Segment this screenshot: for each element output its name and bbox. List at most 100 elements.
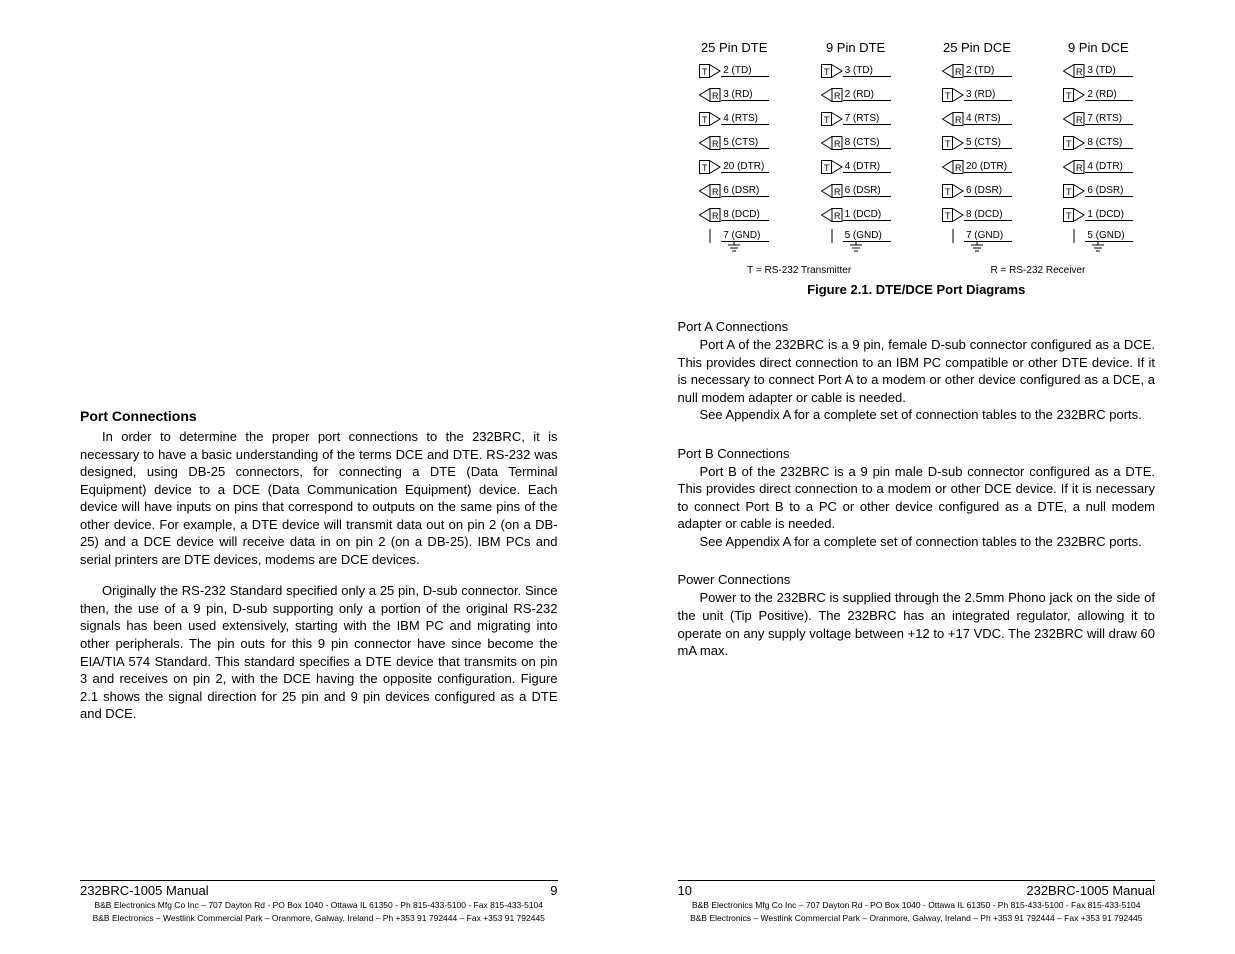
pin-row: T 5 (CTS) bbox=[920, 131, 1033, 155]
pin-row: T 3 (TD) bbox=[799, 59, 912, 83]
transmitter-icon: T bbox=[821, 112, 843, 126]
pin-label: 3 (TD) bbox=[843, 65, 891, 77]
transmitter-icon: T bbox=[942, 88, 964, 102]
footer-right: 10 232BRC-1005 Manual B&B Electronics Mf… bbox=[678, 880, 1156, 924]
receiver-icon: R bbox=[821, 136, 843, 150]
pin-label: 2 (TD) bbox=[721, 65, 769, 77]
pin-label: 1 (DCD) bbox=[1085, 209, 1133, 221]
footer-left: 232BRC-1005 Manual 9 B&B Electronics Mfg… bbox=[80, 880, 558, 924]
section-title-port-connections: Port Connections bbox=[80, 408, 558, 424]
ground-icon bbox=[726, 242, 742, 254]
page-left: Port Connections In order to determine t… bbox=[0, 20, 618, 934]
svg-text:R: R bbox=[712, 91, 719, 101]
pin-row: T 4 (RTS) bbox=[678, 107, 791, 131]
receiver-icon: R bbox=[699, 184, 721, 198]
pin-row: R20 (DTR) bbox=[920, 155, 1033, 179]
transmitter-icon: T bbox=[1063, 184, 1085, 198]
ground-icon bbox=[1090, 242, 1106, 254]
ground-row: 5 (GND) bbox=[821, 229, 891, 259]
svg-text:T: T bbox=[945, 211, 951, 221]
svg-text:T: T bbox=[945, 139, 951, 149]
legend-transmitter: T = RS-232 Transmitter bbox=[747, 265, 851, 276]
pin-row: T7 (RTS) bbox=[799, 107, 912, 131]
pin-row: T2 (RD) bbox=[1042, 83, 1155, 107]
svg-text:R: R bbox=[834, 139, 841, 149]
receiver-icon: R bbox=[699, 88, 721, 102]
pin-label: 8 (CTS) bbox=[843, 137, 891, 149]
diagram-legend: T = RS-232 Transmitter R = RS-232 Receiv… bbox=[678, 265, 1156, 276]
transmitter-icon: T bbox=[699, 64, 721, 78]
pin-label: 5 (CTS) bbox=[964, 137, 1012, 149]
ground-icon bbox=[848, 242, 864, 254]
pin-label: 2 (RD) bbox=[1085, 89, 1133, 101]
svg-text:T: T bbox=[702, 115, 708, 125]
subtitle-power: Power Connections bbox=[678, 572, 1156, 587]
transmitter-icon: T bbox=[699, 112, 721, 126]
ground-row: 7 (GND) bbox=[699, 229, 769, 259]
svg-text:T: T bbox=[1066, 187, 1072, 197]
pin-row: T 8 (CTS) bbox=[1042, 131, 1155, 155]
para-port-a-2: See Appendix A for a complete set of con… bbox=[678, 406, 1156, 424]
footer-fine-right-2: B&B Electronics – Westlink Commercial Pa… bbox=[678, 913, 1156, 924]
svg-text:R: R bbox=[1076, 115, 1083, 125]
pin-row: R1 (DCD) bbox=[799, 203, 912, 227]
receiver-icon: R bbox=[821, 88, 843, 102]
footer-manual-right: 232BRC-1005 Manual bbox=[1026, 883, 1155, 898]
pin-label: 6 (DSR) bbox=[721, 185, 769, 197]
svg-text:T: T bbox=[945, 91, 951, 101]
pin-row: T 6 (DSR) bbox=[1042, 179, 1155, 203]
pin-row: R6 (DSR) bbox=[799, 179, 912, 203]
transmitter-icon: T bbox=[942, 184, 964, 198]
pin-row: R3 (TD) bbox=[1042, 59, 1155, 83]
svg-text:T: T bbox=[702, 163, 708, 173]
transmitter-icon: T bbox=[942, 136, 964, 150]
footer-fine-left-2: B&B Electronics – Westlink Commercial Pa… bbox=[80, 913, 558, 924]
ground-row: 7 (GND) bbox=[942, 229, 1012, 259]
pin-row: T4 (DTR) bbox=[799, 155, 912, 179]
para-port-connections-1: In order to determine the proper port co… bbox=[80, 428, 558, 568]
pin-row: R8 (DCD) bbox=[678, 203, 791, 227]
pin-label: 6 (DSR) bbox=[964, 185, 1012, 197]
svg-text:T: T bbox=[945, 187, 951, 197]
pin-row: R5 (CTS) bbox=[678, 131, 791, 155]
pin-label: 6 (DSR) bbox=[1085, 185, 1133, 197]
figure-caption: Figure 2.1. DTE/DCE Port Diagrams bbox=[678, 282, 1156, 297]
receiver-icon: R bbox=[1063, 64, 1085, 78]
receiver-icon: R bbox=[699, 136, 721, 150]
port-diagram: 25 Pin DTET2 (TD)R3 (RD)T4 (RTS)R5 (CTS)… bbox=[678, 40, 1156, 259]
right-body: 25 Pin DTET2 (TD)R3 (RD)T4 (RTS)R5 (CTS)… bbox=[678, 30, 1156, 868]
pin-row: R8 (CTS) bbox=[799, 131, 912, 155]
svg-text:R: R bbox=[955, 163, 962, 173]
para-port-b-2: See Appendix A for a complete set of con… bbox=[678, 533, 1156, 551]
pin-label: 4 (RTS) bbox=[964, 113, 1012, 125]
svg-text:R: R bbox=[1076, 67, 1083, 77]
pin-row: T 6 (DSR) bbox=[920, 179, 1033, 203]
pin-row: T1 (DCD) bbox=[1042, 203, 1155, 227]
pin-label: 8 (CTS) bbox=[1085, 137, 1133, 149]
svg-text:T: T bbox=[702, 67, 708, 77]
para-port-connections-2: Originally the RS-232 Standard specified… bbox=[80, 582, 558, 722]
para-port-a-1: Port A of the 232BRC is a 9 pin, female … bbox=[678, 336, 1156, 406]
pin-label: 20 (DTR) bbox=[721, 161, 769, 173]
diagram-column: 9 Pin DCER3 (TD)T2 (RD)R7 (RTS)T8 (CTS)R… bbox=[1042, 40, 1155, 259]
receiver-icon: R bbox=[699, 208, 721, 222]
svg-text:T: T bbox=[824, 67, 830, 77]
transmitter-icon: T bbox=[1063, 88, 1085, 102]
transmitter-icon: T bbox=[1063, 136, 1085, 150]
pin-row: R4 (DTR) bbox=[1042, 155, 1155, 179]
pin-label: 6 (DSR) bbox=[843, 185, 891, 197]
svg-text:R: R bbox=[712, 211, 719, 221]
subtitle-port-b: Port B Connections bbox=[678, 446, 1156, 461]
diagram-column-title: 9 Pin DCE bbox=[1068, 40, 1129, 55]
diagram-column: 25 Pin DTET2 (TD)R3 (RD)T4 (RTS)R5 (CTS)… bbox=[678, 40, 791, 259]
pin-label: 4 (DTR) bbox=[1085, 161, 1133, 173]
pin-row: R4 (RTS) bbox=[920, 107, 1033, 131]
svg-text:T: T bbox=[1066, 139, 1072, 149]
receiver-icon: R bbox=[1063, 160, 1085, 174]
pin-label: 7 (RTS) bbox=[1085, 113, 1133, 125]
receiver-icon: R bbox=[821, 184, 843, 198]
svg-text:R: R bbox=[712, 139, 719, 149]
pin-label: 4 (RTS) bbox=[721, 113, 769, 125]
pin-row: T 2 (TD) bbox=[678, 59, 791, 83]
diagram-column-title: 25 Pin DCE bbox=[943, 40, 1011, 55]
